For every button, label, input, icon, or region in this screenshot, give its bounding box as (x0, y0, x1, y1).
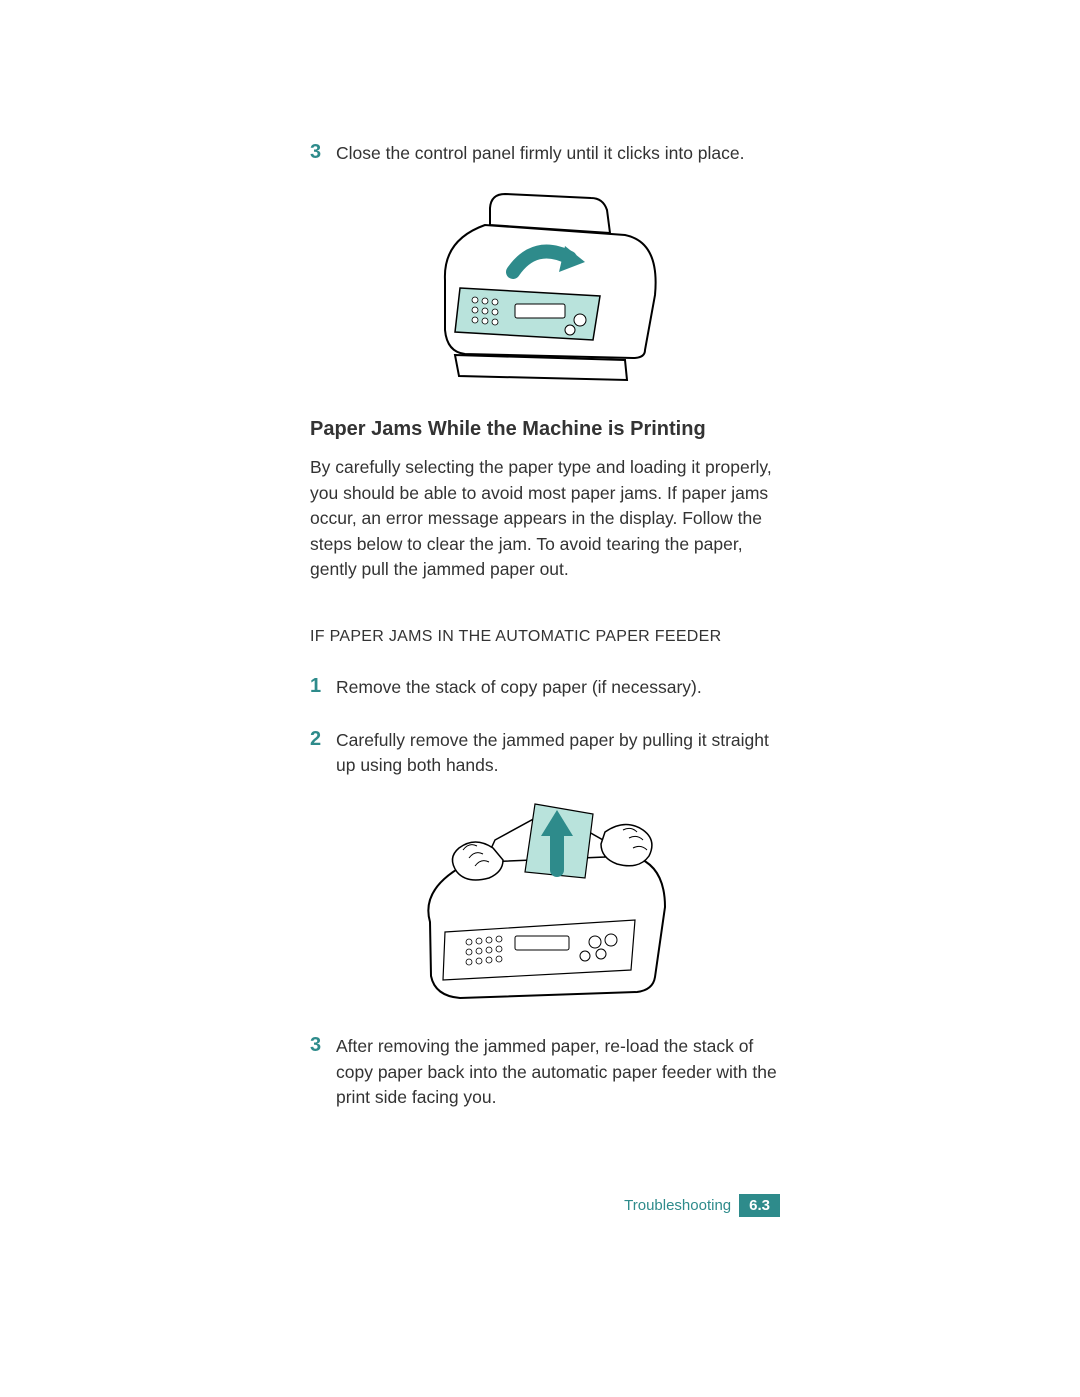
subsection-heading: IF PAPER JAMS IN THE AUTOMATIC PAPER FEE… (310, 628, 780, 646)
step-row: 1 Remove the stack of copy paper (if nec… (310, 674, 780, 700)
step-text: After removing the jammed paper, re-load… (336, 1033, 780, 1110)
step-text: Close the control panel firmly until it … (336, 140, 780, 166)
step-text: Remove the stack of copy paper (if neces… (336, 674, 780, 700)
manual-page: 3 Close the control panel firmly until i… (0, 0, 1080, 1397)
footer-page-number: 6.3 (739, 1194, 780, 1217)
footer-section-label: Troubleshooting (624, 1197, 731, 1214)
step-number: 3 (310, 140, 336, 164)
section-intro: By carefully selecting the paper type an… (310, 455, 780, 582)
step-row: 3 Close the control panel firmly until i… (310, 140, 780, 166)
illustration-remove-jam (310, 792, 780, 1007)
step-number: 1 (310, 674, 336, 698)
step-number: 3 (310, 1033, 336, 1057)
printer-close-panel-icon (395, 180, 695, 390)
section-title: Paper Jams While the Machine is Printing (310, 418, 780, 441)
page-footer: Troubleshooting 6.3 (624, 1194, 780, 1217)
printer-remove-jam-icon (385, 792, 705, 1007)
step-number: 2 (310, 727, 336, 751)
step-row: 3 After removing the jammed paper, re-lo… (310, 1033, 780, 1110)
illustration-close-panel (310, 180, 780, 390)
step-text: Carefully remove the jammed paper by pul… (336, 727, 780, 779)
step-row: 2 Carefully remove the jammed paper by p… (310, 727, 780, 779)
